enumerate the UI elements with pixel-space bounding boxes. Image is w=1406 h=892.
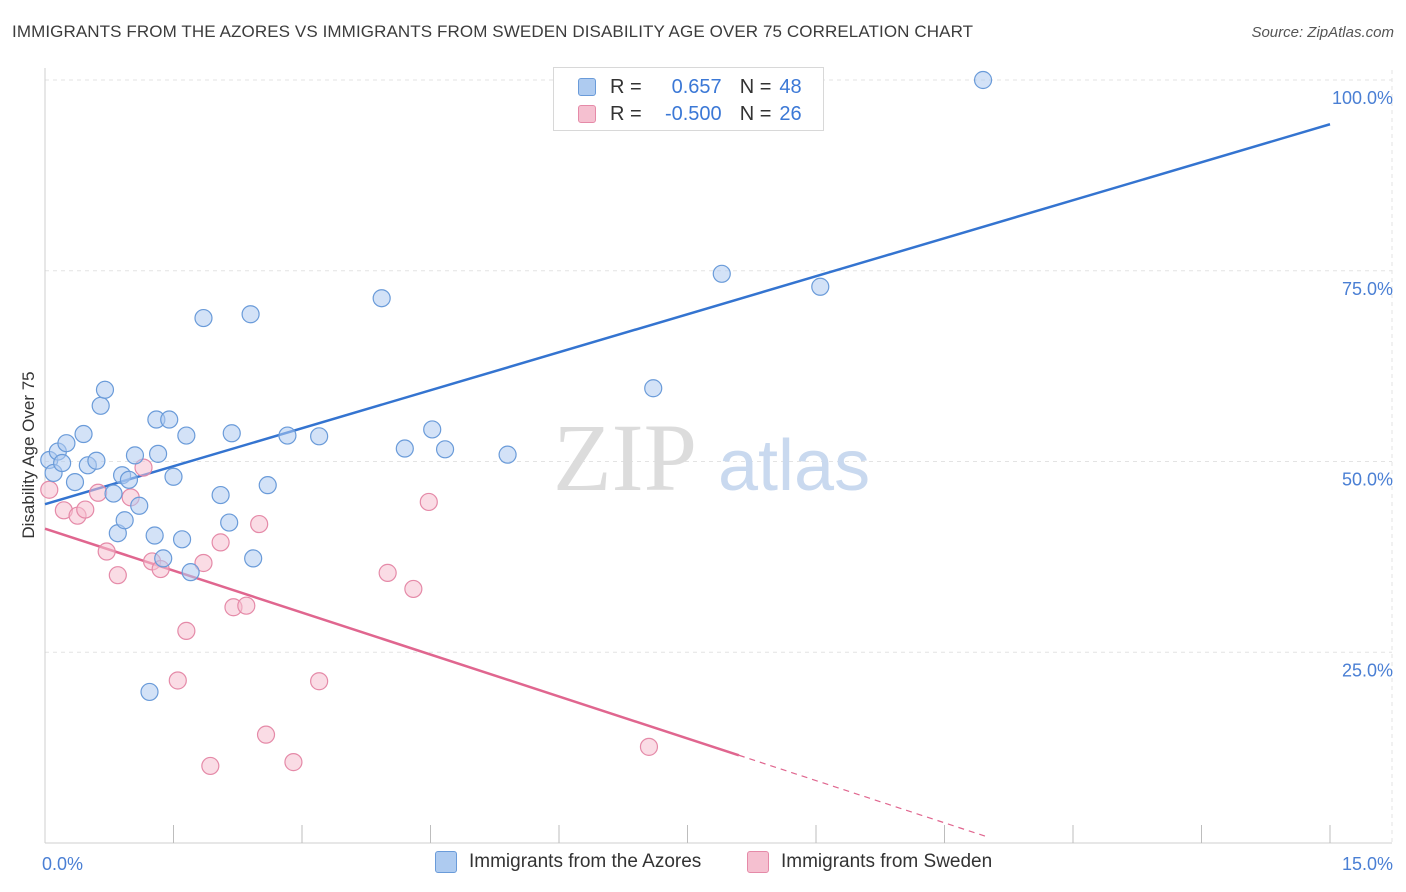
- azores-point: [244, 549, 263, 568]
- azores-point: [130, 496, 149, 515]
- watermark-zip: ZIP: [553, 404, 697, 511]
- azores-point: [310, 427, 329, 446]
- x-tick-label: 15.0%: [1342, 854, 1393, 874]
- correlation-legend: R = 0.657 N = 48 R = -0.500 N = 26: [553, 67, 824, 131]
- azores-point: [241, 305, 260, 324]
- n-label: N =: [739, 75, 772, 98]
- azores-point: [811, 277, 830, 296]
- azores-point: [435, 440, 455, 459]
- azores-swatch: [578, 78, 596, 96]
- r-value: 0.657: [671, 75, 722, 98]
- azores-point: [119, 470, 139, 489]
- sweden-point: [89, 483, 108, 502]
- azores-point: [172, 530, 192, 549]
- sweden-point: [250, 514, 269, 534]
- y-tick-label: 50.0%: [1342, 470, 1393, 490]
- azores-point: [177, 426, 196, 445]
- r-value: -0.500: [664, 102, 722, 125]
- azores-point: [258, 476, 277, 495]
- azores-point: [154, 549, 173, 568]
- sweden-point: [639, 737, 659, 756]
- azores-point: [423, 420, 442, 439]
- source-label: Source: ZipAtlas.com: [1251, 24, 1394, 41]
- azores-point: [91, 396, 110, 415]
- n-value: 26: [779, 102, 802, 125]
- tick-labels: 25.0% 50.0% 75.0% 100.0% 0.0% 15.0%: [42, 88, 1393, 874]
- r-label: R =: [610, 102, 642, 125]
- sweden-point: [404, 579, 423, 599]
- watermark-atlas: atlas: [718, 426, 870, 506]
- n-value: 48: [779, 75, 802, 98]
- azores-point: [194, 308, 213, 328]
- azores-point: [372, 289, 391, 308]
- azores-point: [973, 70, 993, 90]
- azores-point: [148, 444, 168, 463]
- azores-point: [712, 264, 731, 283]
- azores-point: [160, 410, 179, 429]
- legend-item-azores[interactable]: Immigrants from the Azores: [435, 851, 701, 873]
- azores-point: [115, 511, 134, 530]
- chart-title: IMMIGRANTS FROM THE AZORES VS IMMIGRANTS…: [12, 22, 974, 41]
- sweden-point: [284, 753, 303, 772]
- azores-legend-label: Immigrants from the Azores: [469, 851, 702, 872]
- sweden-point: [310, 672, 329, 691]
- sweden-point: [201, 756, 220, 776]
- sweden-trend-extension: [738, 754, 988, 838]
- azores-point: [140, 682, 159, 702]
- azores-point: [57, 434, 76, 453]
- sweden-point: [419, 492, 438, 512]
- sweden-swatch: [578, 105, 596, 123]
- data-points: [40, 70, 993, 776]
- azores-point: [53, 453, 72, 473]
- sweden-point: [76, 500, 95, 519]
- azores-point: [181, 563, 200, 582]
- sweden-point: [256, 725, 276, 744]
- x-tick-label: 0.0%: [42, 854, 83, 874]
- legend-row-sweden: R = -0.500 N = 26: [578, 101, 802, 127]
- azores-point: [95, 380, 115, 399]
- azores-point: [644, 379, 663, 398]
- sweden-legend-swatch: [747, 851, 769, 873]
- y-tick-label: 25.0%: [1342, 660, 1393, 680]
- azores-trend-line: [44, 123, 1331, 506]
- sweden-point: [237, 596, 256, 615]
- sweden-point: [97, 542, 116, 561]
- n-label: N =: [739, 102, 772, 125]
- sweden-point: [177, 621, 196, 640]
- sweden-legend-label: Immigrants from Sweden: [781, 851, 993, 872]
- legend-item-sweden[interactable]: Immigrants from Sweden: [747, 851, 992, 873]
- azores-legend-swatch: [435, 851, 457, 873]
- azores-point: [87, 451, 106, 470]
- legend-row-azores: R = 0.657 N = 48: [578, 74, 802, 100]
- azores-point: [145, 526, 164, 545]
- y-axis-label: Disability Age Over 75: [19, 371, 38, 538]
- r-label: R =: [610, 75, 642, 98]
- azores-point: [278, 426, 297, 445]
- y-tick-label: 75.0%: [1342, 279, 1393, 299]
- sweden-point: [378, 563, 397, 582]
- azores-point: [125, 446, 145, 465]
- sweden-point: [108, 566, 127, 585]
- azores-point: [164, 467, 183, 486]
- azores-point: [498, 445, 517, 464]
- azores-point: [74, 424, 93, 444]
- sweden-point: [194, 553, 213, 573]
- azores-point: [211, 485, 230, 505]
- series-legend: Immigrants from the Azores Immigrants fr…: [0, 851, 1406, 879]
- azores-point: [104, 484, 123, 503]
- azores-point: [395, 439, 414, 458]
- azores-point: [220, 513, 239, 532]
- sweden-point: [211, 533, 230, 552]
- sweden-point: [40, 480, 59, 499]
- azores-point: [222, 424, 241, 443]
- watermark: ZIP atlas: [553, 404, 870, 511]
- sweden-point: [168, 671, 187, 690]
- y-tick-label: 100.0%: [1332, 88, 1393, 108]
- azores-point: [65, 473, 85, 492]
